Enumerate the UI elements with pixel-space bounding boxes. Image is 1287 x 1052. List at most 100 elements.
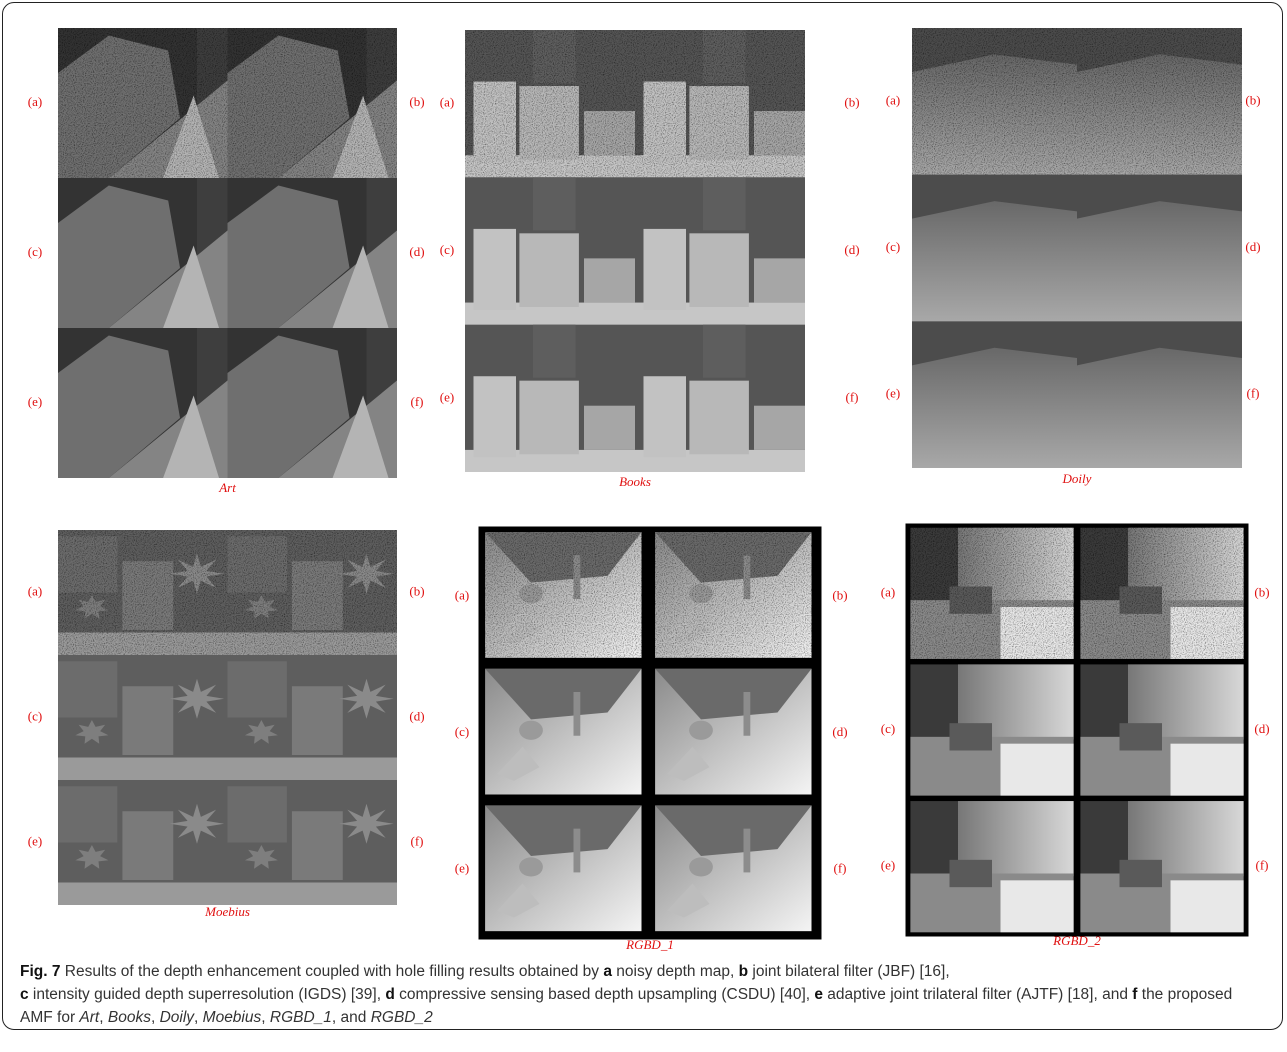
depth-image <box>228 328 398 478</box>
caption-text: , <box>261 1009 270 1026</box>
subfigure-label: (e) <box>440 389 454 404</box>
depth-region <box>744 829 751 873</box>
subfigure-label: (a) <box>28 583 42 598</box>
depth-region <box>292 811 343 880</box>
caption-dataset: Art <box>79 1009 99 1026</box>
subfigure-label: (c) <box>28 244 42 259</box>
panel-caption: Books <box>619 474 651 489</box>
depth-image <box>228 655 398 780</box>
depth-region <box>58 633 228 656</box>
depth-image <box>480 528 650 665</box>
depth-image <box>650 801 820 938</box>
depth-image <box>650 528 820 665</box>
subfigure-label: (b) <box>844 95 859 110</box>
subfigure-label: (f) <box>1247 386 1260 401</box>
subfigure-label: (b) <box>409 583 424 598</box>
depth-region <box>170 804 224 844</box>
depth-image <box>912 321 1077 468</box>
depth-region <box>519 86 579 160</box>
caption-text: , <box>151 1009 160 1026</box>
depth-region <box>228 536 287 592</box>
depth-region <box>58 883 228 906</box>
subfigure-label: (a) <box>455 587 469 602</box>
depth-image <box>907 798 1077 935</box>
subfigure-label: (c) <box>455 724 469 739</box>
depth-region <box>689 721 713 740</box>
depth-region <box>519 381 579 455</box>
subfigure-label: (e) <box>455 861 469 876</box>
depth-image <box>58 178 228 328</box>
depth-image <box>228 530 398 655</box>
subfigure-label: (d) <box>409 244 424 259</box>
depth-region <box>1120 587 1163 614</box>
caption-key: a <box>603 963 612 980</box>
panel: (a)(b)(c)(d)(e)(f)Books <box>440 30 860 489</box>
depth-region <box>584 258 635 302</box>
depth-image <box>650 665 820 802</box>
subfigure-label: (b) <box>409 94 424 109</box>
depth-region <box>703 325 746 378</box>
depth-image <box>58 780 228 905</box>
depth-image <box>58 655 228 780</box>
depth-image <box>635 30 805 177</box>
panel-caption: Doily <box>1062 471 1092 486</box>
depth-image <box>635 325 805 472</box>
depth-image <box>465 177 635 324</box>
caption-key: c <box>20 986 29 1003</box>
depth-region <box>754 258 805 302</box>
depth-region <box>1001 607 1074 659</box>
caption-text: compressive sensing based depth upsampli… <box>395 986 815 1003</box>
depth-region <box>519 584 543 603</box>
caption-text: , and <box>332 1009 371 1026</box>
depth-region <box>533 325 576 378</box>
depth-region <box>339 804 393 844</box>
depth-image <box>58 28 228 178</box>
depth-region <box>744 555 751 599</box>
depth-image <box>1077 175 1242 322</box>
depth-region <box>1171 607 1244 659</box>
depth-region <box>339 679 393 719</box>
panel-caption: RGBD_2 <box>1052 933 1101 948</box>
depth-image <box>1077 525 1247 662</box>
depth-region <box>574 555 581 599</box>
depth-region <box>292 561 343 630</box>
caption-dataset: Books <box>108 1009 151 1026</box>
caption-key: b <box>739 963 748 980</box>
caption-text: noisy depth map, <box>612 963 739 980</box>
depth-region <box>754 111 805 155</box>
subfigure-label: (f) <box>1256 858 1269 873</box>
depth-image <box>1077 321 1242 468</box>
depth-region <box>644 229 687 310</box>
depth-region <box>950 860 993 887</box>
depth-region <box>1120 723 1163 750</box>
depth-region <box>689 86 749 160</box>
depth-image <box>1077 28 1242 175</box>
depth-image <box>228 178 398 328</box>
depth-region <box>574 829 581 873</box>
depth-region <box>689 584 713 603</box>
depth-region <box>228 883 398 906</box>
depth-region <box>228 786 287 842</box>
subfigure-label: (a) <box>28 94 42 109</box>
page: {"panels": [ {"name": "Art", "labels": [… <box>0 0 1287 1052</box>
subfigure-label: (e) <box>886 386 900 401</box>
subfigure-label: (d) <box>1245 239 1260 254</box>
subfigure-label: (c) <box>440 242 454 257</box>
panel: (a)(b)(c)(d)(e)(f)RGBD_2 <box>881 525 1270 948</box>
depth-region <box>950 723 993 750</box>
panel: (a)(b)(c)(d)(e)(f)Doily <box>886 28 1261 486</box>
caption-dataset: Doily <box>160 1009 194 1026</box>
depth-region <box>1001 744 1074 796</box>
depth-image <box>228 780 398 905</box>
figure: (a)(b)(c)(d)(e)(f)Art(a)(b)(c)(d)(e)(f)B… <box>0 0 1287 960</box>
depth-region <box>228 661 287 717</box>
panel: (a)(b)(c)(d)(e)(f)Art <box>28 28 425 495</box>
caption-text: , <box>194 1009 203 1026</box>
caption-dataset: RGBD_1 <box>270 1009 332 1026</box>
caption-dataset: RGBD_2 <box>371 1009 433 1026</box>
depth-region <box>58 786 117 842</box>
caption-text: joint bilateral filter (JBF) [16], <box>748 963 950 980</box>
depth-image <box>1077 798 1247 935</box>
depth-region <box>1001 880 1074 932</box>
depth-image <box>58 328 228 478</box>
